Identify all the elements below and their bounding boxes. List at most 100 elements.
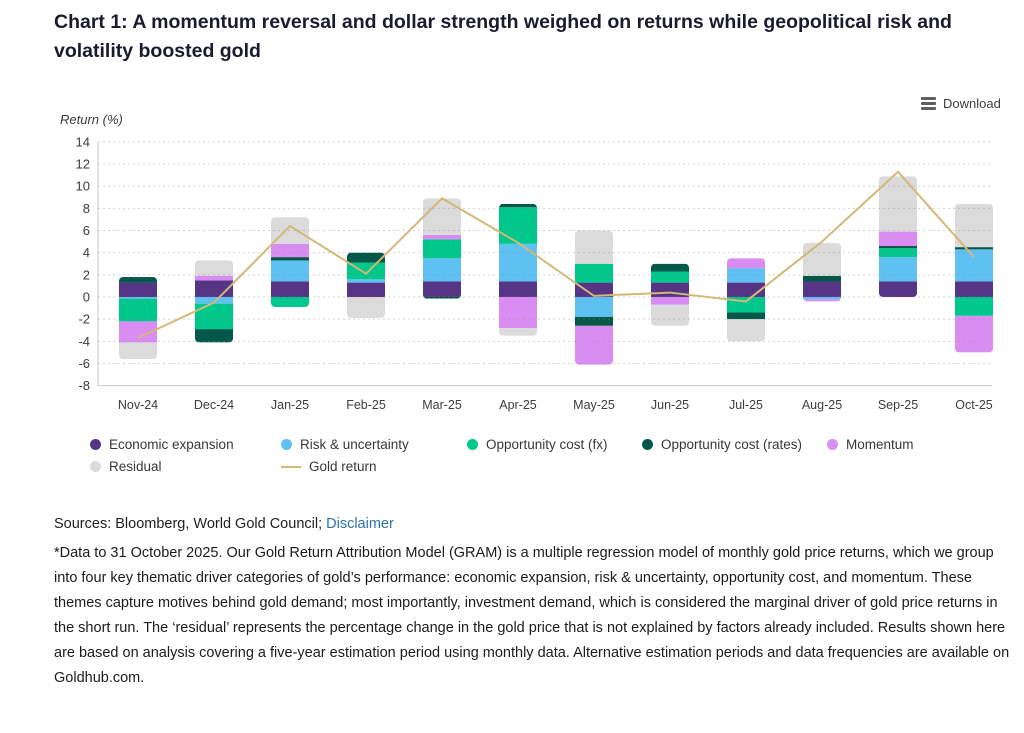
y-tick-label: -8 <box>78 378 90 393</box>
y-tick-label: 2 <box>83 267 90 282</box>
bar-segment-risk-uncertainty <box>575 297 613 317</box>
bar-segment-risk-uncertainty <box>119 297 157 299</box>
bar-segment-opportunity-cost-fx <box>499 207 537 244</box>
x-tick-label: Jul-25 <box>729 398 763 412</box>
bar-segment-momentum <box>727 258 765 269</box>
legend-dot-marker <box>90 439 101 450</box>
bar-segment-opportunity-cost-rates <box>271 257 309 261</box>
bar-segment-risk-uncertainty <box>727 268 765 283</box>
bar-segment-opportunity-cost-rates <box>803 275 841 282</box>
disclaimer-link[interactable]: Disclaimer <box>326 516 394 532</box>
bar-segment-opportunity-cost-rates <box>195 329 233 343</box>
bar-segment-economic-expansion <box>955 281 993 297</box>
x-tick-label: May-25 <box>573 398 615 412</box>
bar-segment-residual <box>955 203 993 248</box>
bar-segment-residual <box>727 319 765 342</box>
download-label: Download <box>943 96 1001 111</box>
legend-item-economic-expansion[interactable]: Economic expansion <box>90 437 234 452</box>
bar-segment-opportunity-cost-fx <box>423 239 461 259</box>
legend-dot-marker <box>90 461 101 472</box>
bar-segment-residual <box>347 297 385 319</box>
legend-dot-marker <box>467 439 478 450</box>
bar-segment-opportunity-cost-fx <box>879 248 917 258</box>
x-tick-label: Jan-25 <box>271 398 309 412</box>
bar-segment-residual <box>119 342 157 360</box>
x-tick-label: Nov-24 <box>118 398 158 412</box>
menu-lines-icon <box>921 97 936 110</box>
bar-segment-opportunity-cost-fx <box>195 303 233 330</box>
bar-segment-opportunity-cost-rates <box>651 263 689 272</box>
y-tick-label: 6 <box>83 223 90 238</box>
bar-segment-momentum <box>879 231 917 247</box>
bar-oct-25 <box>955 203 993 353</box>
x-tick-label: Jun-25 <box>651 398 689 412</box>
bar-segment-risk-uncertainty <box>955 249 993 282</box>
legend-item-gold-return[interactable]: Gold return <box>281 459 377 474</box>
bar-segment-momentum <box>955 315 993 353</box>
legend-label: Economic expansion <box>109 437 234 452</box>
legend-item-opportunity-cost-fx[interactable]: Opportunity cost (fx) <box>467 437 608 452</box>
chart-svg: 14 12 10 8 6 4 2 0 -2 -4 -6 -8 Nov-24 Dec-24 Jan-25 Feb… <box>76 134 993 412</box>
bar-segment-risk-uncertainty <box>803 297 841 300</box>
bar-segment-economic-expansion <box>803 281 841 297</box>
legend-label: Gold return <box>309 459 377 474</box>
bar-aug-25 <box>803 242 841 302</box>
bar-segment-momentum <box>803 299 841 302</box>
bar-segment-opportunity-cost-rates <box>575 316 613 326</box>
bar-sep-25 <box>879 176 917 297</box>
bar-segment-opportunity-cost-rates <box>423 297 461 299</box>
bar-segment-opportunity-cost-rates <box>499 203 537 208</box>
bar-segment-economic-expansion <box>879 281 917 297</box>
bar-segment-momentum <box>119 321 157 343</box>
bar-feb-25 <box>347 252 385 319</box>
bar-segment-opportunity-cost-rates <box>879 246 917 249</box>
bar-segment-opportunity-cost-fx <box>651 271 689 283</box>
legend-label: Residual <box>109 459 162 474</box>
legend-dot-marker <box>827 439 838 450</box>
y-tick-label: 12 <box>76 157 90 172</box>
y-tick-label: 8 <box>83 201 90 216</box>
legend-label: Momentum <box>846 437 914 452</box>
bar-segment-economic-expansion <box>499 281 537 297</box>
x-tick-label: Oct-25 <box>955 398 993 412</box>
chart-title: Chart 1: A momentum reversal and dollar … <box>54 11 952 62</box>
bar-jan-25 <box>271 217 309 307</box>
y-tick-label: 4 <box>83 245 90 260</box>
legend-label: Opportunity cost (fx) <box>486 437 608 452</box>
bar-segment-economic-expansion <box>119 282 157 297</box>
legend-label: Opportunity cost (rates) <box>661 437 803 452</box>
y-tick-label: 0 <box>83 290 90 305</box>
bar-segment-residual <box>423 198 461 235</box>
x-tick-label: Dec-24 <box>194 398 234 412</box>
bar-segment-momentum <box>195 275 233 281</box>
legend-item-momentum[interactable]: Momentum <box>827 437 914 452</box>
legend-dot-marker <box>281 439 292 450</box>
legend-item-opportunity-cost-rates[interactable]: Opportunity cost (rates) <box>642 437 802 452</box>
bar-segment-residual <box>575 230 613 264</box>
sources-line: Sources: Bloomberg, World Gold Council; … <box>54 516 394 532</box>
bar-segment-opportunity-cost-rates <box>727 312 765 320</box>
x-tick-label: Aug-25 <box>802 398 842 412</box>
bar-segment-economic-expansion <box>575 282 613 297</box>
bar-segment-opportunity-cost-rates <box>955 247 993 250</box>
bar-segment-opportunity-cost-fx <box>955 297 993 316</box>
bar-segment-opportunity-cost-rates <box>119 277 157 283</box>
sources-text: Sources: Bloomberg, World Gold Council; <box>54 516 323 532</box>
x-tick-label: Feb-25 <box>346 398 386 412</box>
x-tick-label: Sep-25 <box>878 398 918 412</box>
bar-segment-opportunity-cost-fx <box>575 263 613 283</box>
legend-item-residual[interactable]: Residual <box>90 459 162 474</box>
bar-segment-residual <box>651 304 689 326</box>
x-tick-label: Mar-25 <box>422 398 462 412</box>
legend-dot-marker <box>642 439 653 450</box>
download-button[interactable]: Download <box>921 96 1001 111</box>
bar-segment-momentum <box>499 297 537 329</box>
footnote-text: *Data to 31 October 2025. Our Gold Retur… <box>54 545 1010 686</box>
bar-segment-opportunity-cost-rates <box>347 252 385 263</box>
legend-item-risk-uncertainty[interactable]: Risk & uncertainty <box>281 437 409 452</box>
gold-return-line <box>137 170 975 339</box>
bar-may-25 <box>575 230 613 365</box>
y-tick-label: -2 <box>78 312 90 327</box>
bar-segment-risk-uncertainty <box>423 258 461 282</box>
